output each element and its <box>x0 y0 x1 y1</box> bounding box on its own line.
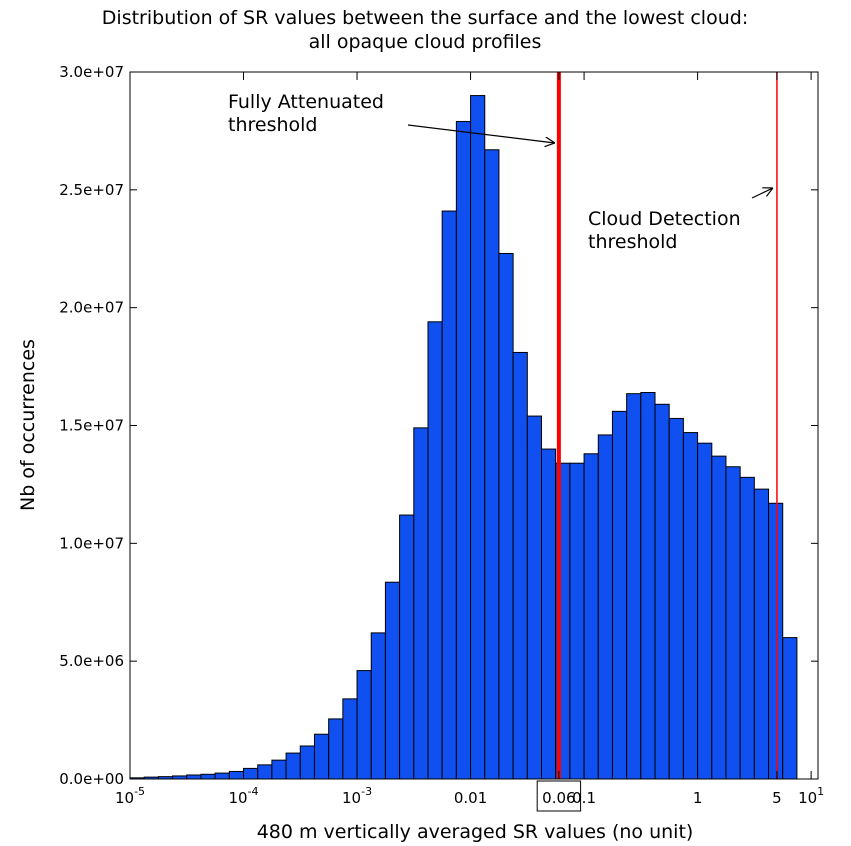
bar <box>200 773 216 780</box>
bar <box>384 581 401 780</box>
bar <box>484 149 500 780</box>
y-tick-label: 3.0e+07 <box>59 63 124 81</box>
annotation-arrow <box>407 124 555 143</box>
x-tick-label: 1 <box>693 789 703 807</box>
bar <box>313 733 330 780</box>
bar <box>455 120 472 780</box>
bar <box>569 462 585 780</box>
x-tick-label: 5 <box>772 789 782 807</box>
annotation: Cloud Detection <box>588 208 741 230</box>
y-tick-label: 0.0e+00 <box>59 770 124 788</box>
bar <box>640 392 656 780</box>
x-tick-label-base: 0.1 <box>572 789 596 807</box>
x-tick-label-base: 0.06 <box>542 789 575 807</box>
bar <box>768 502 784 780</box>
y-tick-label: 1.5e+07 <box>59 417 124 435</box>
bar <box>413 427 429 780</box>
x-tick-label: 0.06 <box>542 789 575 807</box>
bar <box>753 488 770 780</box>
bar <box>427 321 443 780</box>
x-tick-label-base: 1 <box>693 789 703 807</box>
bar <box>682 432 699 780</box>
x-tick-label: 10-4 <box>228 785 258 807</box>
x-axis-label: 480 m vertically averaged SR values (no … <box>257 821 694 843</box>
x-tick-label-exponent: -4 <box>248 785 259 798</box>
annotation: threshold <box>588 231 677 253</box>
x-tick-label-base: 10 <box>228 789 247 807</box>
bar <box>668 417 684 780</box>
bar <box>243 767 259 780</box>
y-axis-label: Nb of occurrences <box>17 339 39 511</box>
bar <box>257 764 273 780</box>
y-tick-label: 2.5e+07 <box>59 181 124 199</box>
chart-title: all opaque cloud profiles <box>309 31 542 53</box>
chart-title: Distribution of SR values between the su… <box>102 7 748 29</box>
x-tick-label-box <box>536 780 582 812</box>
bar <box>583 453 599 780</box>
x-tick-label: 0.1 <box>572 789 596 807</box>
bar <box>399 514 415 780</box>
x-tick-label-base: 10 <box>342 789 361 807</box>
x-tick-label-exponent: -3 <box>361 785 372 798</box>
bar <box>725 466 741 780</box>
bar <box>470 95 486 780</box>
bar <box>285 752 301 780</box>
bar <box>228 770 245 780</box>
x-tick-label-exponent: 1 <box>817 785 824 798</box>
bar <box>328 718 344 780</box>
bar <box>299 745 315 780</box>
x-tick-label: 101 <box>798 785 824 807</box>
bar <box>271 759 287 780</box>
annotation: Fully Attenuated <box>228 91 384 113</box>
bar <box>526 415 543 780</box>
annotation: threshold <box>228 114 317 136</box>
bar <box>498 252 514 780</box>
bar <box>697 442 713 780</box>
x-tick-label: 0.01 <box>454 789 487 807</box>
bar <box>441 210 457 780</box>
bar <box>597 434 613 780</box>
y-tick-label: 1.0e+07 <box>59 534 124 552</box>
y-tick-label: 2.0e+07 <box>59 299 124 317</box>
bar <box>214 772 230 780</box>
x-tick-label-base: 5 <box>772 789 782 807</box>
x-tick-label-exponent: -5 <box>134 785 145 798</box>
bar <box>611 410 628 780</box>
bar <box>356 670 372 780</box>
x-tick-label: 10-3 <box>342 785 372 807</box>
x-tick-label: 10-5 <box>115 785 145 807</box>
bar <box>541 448 557 780</box>
bar <box>512 351 528 780</box>
bar <box>370 632 386 780</box>
x-tick-label-base: 10 <box>115 789 134 807</box>
bar <box>711 455 727 780</box>
y-tick-label: 5.0e+06 <box>59 652 124 670</box>
bar <box>654 403 670 780</box>
bar <box>782 637 798 780</box>
x-tick-label-base: 10 <box>798 789 817 807</box>
annotation-arrow <box>751 188 773 199</box>
bar <box>739 476 755 780</box>
bar <box>626 393 642 780</box>
x-tick-label-base: 0.01 <box>454 789 487 807</box>
bar <box>342 698 358 780</box>
bar <box>186 774 202 780</box>
